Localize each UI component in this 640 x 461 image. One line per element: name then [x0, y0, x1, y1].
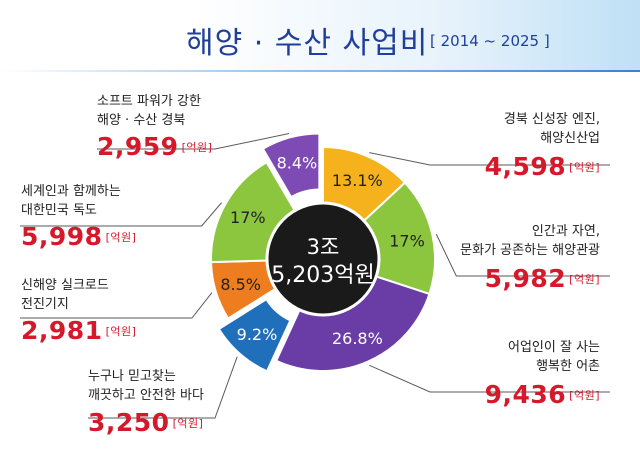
amount-value: 9,436 [484, 380, 567, 409]
title-range: [ 2014 ~ 2025 ] [430, 32, 550, 50]
donut-center [265, 201, 381, 317]
page-title: 해양 · 수산 사업비 [186, 26, 429, 61]
leader-lines [20, 133, 610, 419]
title-underline [0, 70, 640, 72]
amount-value: 3,250 [88, 408, 170, 437]
amount-marine-industry: 4,598 [억원] [485, 152, 600, 181]
amount-dokdo: 5,998 [억원] [21, 222, 136, 251]
center-total-line1: 3조 [307, 235, 340, 259]
center-total-line2: 5,203억원 [271, 263, 374, 288]
amount-value: 4,598 [484, 152, 567, 181]
leader-line-1 [369, 152, 610, 166]
amount-value: 5,998 [21, 222, 103, 251]
percent-label-3: 26.8% [332, 329, 383, 348]
leader-line-6 [20, 202, 222, 227]
amount-unit: [억원] [172, 417, 204, 430]
amount-unit: [억원] [569, 161, 600, 174]
percent-label-7: 8.4% [277, 153, 318, 172]
amount-fishing-village: 9,436 [억원] [485, 380, 600, 409]
category-label-dokdo: 세계인과 함께하는 대한민국 독도 [21, 184, 121, 218]
category-label-marine-tourism: 인간과 자연, 문화가 공존하는 해양관광 [460, 224, 600, 258]
amount-unit: [억원] [105, 231, 137, 244]
category-label-silk-road: 신해양 실크로드 전진기지 [21, 278, 109, 312]
amount-clean-sea: 3,250 [억원] [88, 408, 203, 437]
title-bar [0, 0, 640, 72]
donut-slice-7 [261, 132, 321, 199]
percent-label-6: 17% [230, 208, 266, 227]
leader-line-3 [369, 364, 610, 393]
leader-line-5 [20, 292, 213, 319]
leader-line-2 [435, 233, 610, 277]
percent-label-5: 8.5% [220, 275, 261, 294]
leader-line-7 [97, 133, 290, 150]
category-label-clean-sea: 누구나 믿고찾는 깨끗하고 안전한 바다 [88, 369, 204, 403]
percent-label-2: 17% [389, 232, 425, 251]
category-label-soft-power: 소프트 파워가 강한 해양 · 수산 경북 [97, 94, 201, 128]
amount-unit: [억원] [569, 273, 600, 286]
amount-value: 2,959 [97, 132, 179, 161]
percent-label-4: 9.2% [237, 325, 278, 344]
category-label-marine-industry: 경북 신성장 엔진, 해양신산업 [503, 112, 600, 146]
percent-label-1: 13.1% [332, 171, 383, 190]
amount-value: 2,981 [21, 316, 103, 345]
category-label-fishing-village: 어업인이 잘 사는 행복한 어촌 [508, 340, 600, 374]
amount-value: 5,982 [484, 264, 567, 293]
leader-line-4 [88, 356, 238, 419]
amount-marine-tourism: 5,982 [억원] [485, 264, 600, 293]
amount-unit: [억원] [181, 141, 213, 154]
amount-soft-power: 2,959 [억원] [97, 132, 212, 161]
amount-unit: [억원] [105, 325, 137, 338]
amount-unit: [억원] [569, 389, 600, 402]
donut-slice-4 [217, 297, 292, 373]
percent-labels: 13.1% 17% 26.8% 9.2% 8.5% 17% 8.4% [220, 153, 424, 347]
donut-slices [210, 132, 436, 373]
amount-silk-road: 2,981 [억원] [21, 316, 136, 345]
